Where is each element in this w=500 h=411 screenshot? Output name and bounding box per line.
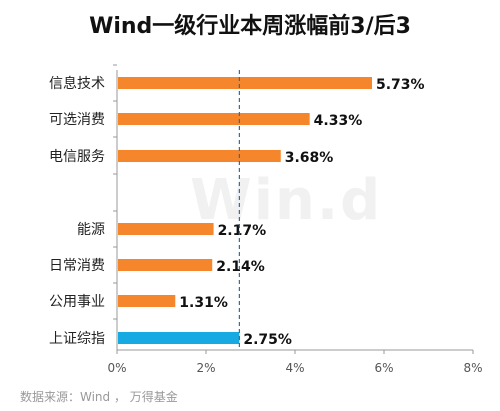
category-label: 可选消费 — [49, 112, 105, 128]
category-label: 能源 — [77, 222, 105, 238]
x-tick-label: 4% — [285, 361, 304, 375]
value-label: 4.33% — [314, 113, 363, 129]
bar — [118, 332, 240, 344]
value-label: 2.75% — [243, 332, 292, 348]
bar — [118, 113, 310, 125]
value-label: 5.73% — [376, 77, 425, 93]
bar — [118, 259, 213, 271]
bar — [118, 223, 214, 235]
category-label: 电信服务 — [49, 149, 105, 165]
category-label: 上证综指 — [49, 331, 105, 347]
bar — [118, 295, 176, 307]
bar — [118, 150, 281, 162]
bar — [118, 77, 372, 89]
category-label: 信息技术 — [49, 75, 105, 92]
x-tick-label: 6% — [374, 361, 393, 375]
value-label: 1.31% — [179, 295, 228, 311]
value-label: 2.17% — [218, 223, 267, 239]
chart-title: Wind一级行业本周涨幅前3/后3 — [89, 14, 411, 39]
x-tick-label: 8% — [463, 361, 482, 375]
x-tick-label: 0% — [107, 361, 126, 375]
watermark: Win.d — [190, 168, 383, 233]
data-source: 数据来源：Wind ， 万得基金 — [20, 390, 178, 404]
value-label: 3.68% — [285, 150, 334, 166]
x-tick-label: 2% — [196, 361, 215, 375]
category-label: 日常消费 — [49, 258, 105, 274]
category-label: 公用事业 — [49, 294, 105, 310]
value-label: 2.14% — [216, 259, 265, 275]
